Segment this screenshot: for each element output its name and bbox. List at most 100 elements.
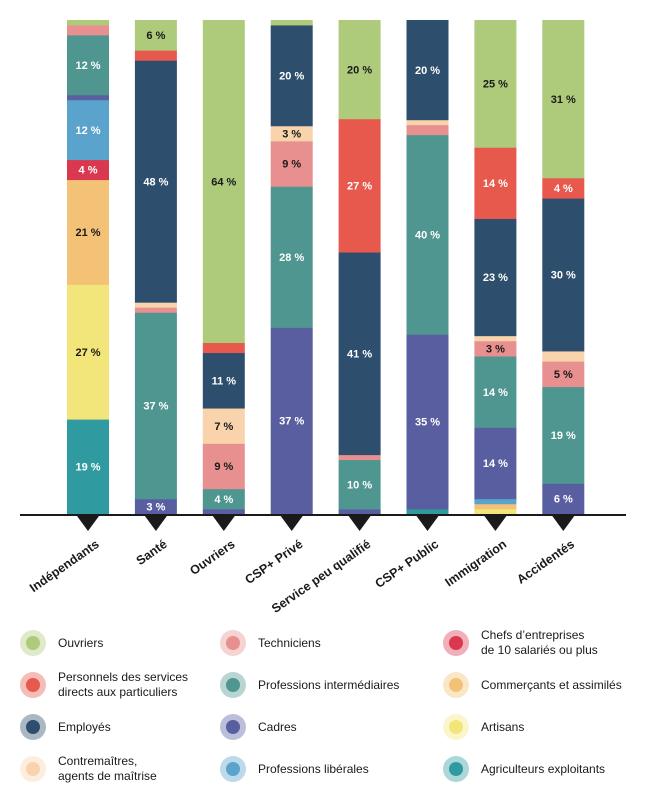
- data-label-accidentes-ouvriers: 31 %: [551, 94, 576, 106]
- bar-segment-ouvriers-personnels-des-services-directs-aux-particuliers: [202, 342, 245, 354]
- legend-item-cadres: Cadres: [220, 712, 297, 742]
- data-label-sante-employes: 48 %: [143, 176, 168, 188]
- legend-label: Ouvriers: [58, 635, 104, 650]
- bar-segment-accidentes-employes: [542, 198, 585, 352]
- bar-segment-independants-chefs-d-entreprises-de-10-salaries-ou-plus: [67, 159, 109, 181]
- legend-item-personnels-des-services-directs-aux-particuliers: Personnels des services directs aux part…: [20, 670, 188, 700]
- data-label-service-peu-qualifie-employes: 41 %: [347, 348, 372, 360]
- data-label-independants-professions-intermediaires: 12 %: [75, 60, 100, 72]
- legend-label: Contremaîtres, agents de maîtrise: [58, 754, 157, 783]
- bar-segment-accidentes-personnels-des-services-directs-aux-particuliers: [542, 177, 585, 199]
- legend-label: Agriculteurs exploitants: [481, 761, 606, 776]
- bar-segment-service-peu-qualifie-professions-intermediaires: [338, 459, 381, 510]
- data-label-csp-public-cadres: 35 %: [415, 417, 440, 429]
- category-label-accidentes: Accidentés: [514, 537, 577, 587]
- bars-group: 19 % 27 % 21 % 4 % 12 % 12 % 3 % 37 % 48 % 6 % 4 %…: [67, 20, 585, 515]
- legend-label: Employés: [58, 719, 111, 734]
- bar-segment-csp-public-contremaitres-agents-de-maitrise: [406, 119, 449, 126]
- legend-item-ouvriers: Ouvriers: [20, 628, 103, 658]
- legend-swatch: [220, 714, 246, 740]
- category-label-sante: Santé: [134, 537, 170, 568]
- legend-item-commercants-et-assimiles: Commerçants et assimilés: [443, 670, 622, 700]
- bar-segment-ouvriers-techniciens: [202, 443, 245, 490]
- bar-segment-immigration-professions-intermediaires: [474, 356, 517, 428]
- data-label-immigration-employes: 23 %: [483, 272, 508, 284]
- data-label-accidentes-techniciens: 5 %: [554, 369, 573, 381]
- data-label-csp-prive-employes: 20 %: [279, 70, 304, 82]
- category-marker-accidentes: [552, 516, 575, 531]
- bar-segment-csp-prive-techniciens: [270, 140, 313, 187]
- legend-label: Personnels des services directs aux part…: [58, 670, 189, 699]
- bar-segment-csp-public-employes: [406, 20, 449, 121]
- data-label-service-peu-qualifie-personnels-des-services-directs-aux-particuliers: 27 %: [347, 180, 372, 192]
- legend: Ouvriers Techniciens Chefs d’entreprises d…: [0, 624, 653, 794]
- legend-swatch: [220, 672, 246, 698]
- bar-segment-ouvriers-contremaitres-agents-de-maitrise: [202, 408, 245, 444]
- data-label-independants-professions-liberales: 12 %: [75, 125, 100, 137]
- bar-segment-sante-professions-intermediaires: [134, 312, 177, 500]
- bar-segment-service-peu-qualifie-employes: [338, 252, 381, 456]
- category-label-independants: Indépendants: [27, 537, 102, 595]
- legend-swatch: [443, 756, 469, 782]
- data-label-ouvriers-contremaitres-agents-de-maitrise: 7 %: [214, 421, 233, 433]
- bar-segment-csp-public-techniciens: [406, 124, 449, 136]
- bar-segment-csp-prive-professions-intermediaires: [270, 186, 313, 328]
- data-label-ouvriers-employes: 11 %: [212, 375, 237, 387]
- bar-segment-independants-ouvriers: [67, 20, 109, 26]
- bar-segment-sante-techniciens: [134, 307, 177, 313]
- data-label-csp-prive-professions-intermediaires: 28 %: [279, 252, 304, 264]
- bar-segment-independants-cadres: [67, 94, 109, 101]
- data-label-service-peu-qualifie-ouvriers: 20 %: [347, 64, 372, 76]
- bar-segment-independants-commercants-et-assimiles: [67, 179, 109, 285]
- category-marker-csp-public: [416, 516, 439, 531]
- legend-label: Techniciens: [258, 635, 321, 650]
- bar-segment-accidentes-professions-intermediaires: [542, 386, 585, 484]
- bar-segment-independants-professions-liberales: [67, 99, 109, 161]
- data-label-csp-public-professions-intermediaires: 40 %: [415, 230, 440, 242]
- legend-swatch: [443, 672, 469, 698]
- bar-segment-sante-ouvriers: [134, 20, 177, 51]
- data-label-csp-public-employes: 20 %: [415, 65, 440, 77]
- data-label-accidentes-cadres: 6 %: [554, 494, 573, 506]
- category-label-immigration: Immigration: [442, 537, 509, 590]
- data-label-csp-prive-techniciens: 9 %: [282, 159, 301, 171]
- legend-item-contremaitres-agents-de-maitrise: Contremaîtres, agents de maîtrise: [20, 754, 157, 784]
- data-label-immigration-ouvriers: 25 %: [483, 79, 508, 91]
- bar-segment-csp-prive-ouvriers: [270, 20, 313, 26]
- bar-segment-sante-contremaitres-agents-de-maitrise: [134, 302, 177, 308]
- data-label-immigration-personnels-des-services-directs-aux-particuliers: 14 %: [483, 178, 508, 190]
- legend-item-agriculteurs-exploitants: Agriculteurs exploitants: [443, 754, 605, 784]
- category-marker-immigration: [484, 516, 507, 531]
- legend-label: Commerçants et assimilés: [481, 677, 622, 692]
- bar-segment-csp-public-cadres: [406, 334, 449, 510]
- bar-segment-immigration-ouvriers: [474, 20, 517, 148]
- legend-item-chefs-d-entreprises-de-10-salaries-ou-plus: Chefs d’entreprises de 10 salariés ou pl…: [443, 628, 598, 658]
- bar-segment-accidentes-contremaitres-agents-de-maitrise: [542, 351, 585, 362]
- bar-segment-immigration-contremaitres-agents-de-maitrise: [474, 335, 517, 342]
- data-label-immigration-techniciens: 3 %: [486, 343, 505, 355]
- bar-segment-accidentes-ouvriers: [542, 20, 585, 179]
- bar-segment-independants-agriculteurs-exploitants: [67, 419, 109, 515]
- legend-label: Artisans: [481, 719, 525, 734]
- data-label-sante-ouvriers: 6 %: [146, 30, 165, 42]
- bar-segment-accidentes-cadres: [542, 483, 585, 515]
- data-label-independants-agriculteurs-exploitants: 19 %: [75, 462, 100, 474]
- legend-item-techniciens: Techniciens: [220, 628, 321, 658]
- legend-swatch: [443, 630, 469, 656]
- bar-segment-independants-artisans: [67, 284, 109, 420]
- data-label-immigration-cadres: 14 %: [483, 458, 508, 470]
- data-label-service-peu-qualifie-professions-intermediaires: 10 %: [347, 479, 372, 491]
- bar-segment-ouvriers-professions-intermediaires: [202, 488, 245, 510]
- bar-segment-immigration-professions-liberales: [474, 498, 517, 505]
- legend-label: Chefs d’entreprises de 10 salariés ou pl…: [481, 628, 598, 657]
- category-marker-sante: [144, 516, 167, 531]
- category-label-ouvriers: Ouvriers: [187, 537, 237, 578]
- legend-swatch: [20, 672, 46, 698]
- data-label-ouvriers-techniciens: 9 %: [214, 461, 233, 473]
- bar-segment-csp-prive-contremaitres-agents-de-maitrise: [270, 125, 313, 142]
- category-marker-csp-prive: [280, 516, 303, 531]
- bar-segment-immigration-employes: [474, 218, 517, 337]
- category-label-csp-prive: CSP+ Privé: [242, 537, 305, 587]
- legend-swatch: [20, 756, 46, 782]
- bar-segment-immigration-cadres: [474, 427, 517, 500]
